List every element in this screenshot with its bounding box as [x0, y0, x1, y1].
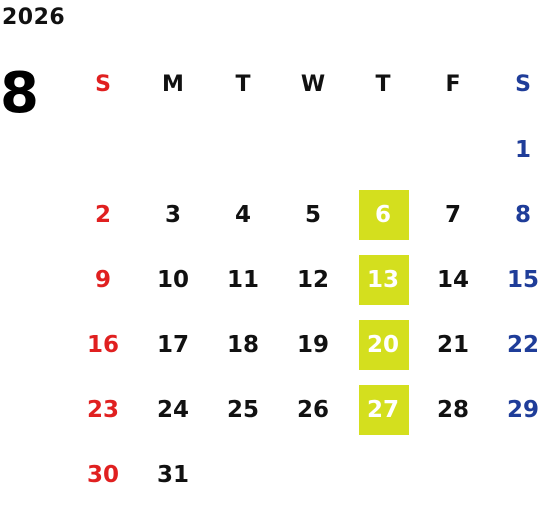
- day-cell-empty: [278, 442, 348, 507]
- day-cell[interactable]: 26: [296, 396, 329, 423]
- day-cell-empty: [208, 117, 278, 182]
- day-cell-empty: [348, 117, 418, 182]
- day-cell[interactable]: 5: [304, 201, 321, 228]
- day-cell[interactable]: 8: [514, 201, 531, 228]
- calendar-grid: S M T W T F S 1 2 3 4 5 6 7 8 9 10 11 12…: [68, 52, 548, 507]
- weekday-header-wednesday: W: [300, 72, 326, 97]
- weekday-header-saturday: S: [515, 72, 531, 97]
- weekday-header-sunday: S: [95, 72, 111, 97]
- weekday-header-monday: M: [162, 72, 184, 97]
- day-cell[interactable]: 3: [164, 201, 181, 228]
- day-cell-empty: [208, 442, 278, 507]
- day-cell-empty: [68, 117, 138, 182]
- day-cell[interactable]: 29: [506, 396, 539, 423]
- day-cell[interactable]: 15: [506, 266, 539, 293]
- month-number: 8: [0, 61, 39, 126]
- day-cell-highlighted[interactable]: 20: [348, 312, 418, 377]
- day-cell[interactable]: 11: [226, 266, 259, 293]
- weekday-header-friday: F: [445, 72, 461, 97]
- weekday-header-tuesday: T: [235, 72, 251, 97]
- day-cell-empty: [418, 442, 488, 507]
- day-cell[interactable]: 4: [234, 201, 251, 228]
- year-label: 2026: [2, 5, 66, 30]
- day-cell-empty: [488, 442, 548, 507]
- day-cell[interactable]: 7: [444, 201, 461, 228]
- day-cell[interactable]: 10: [156, 266, 189, 293]
- day-cell[interactable]: 19: [296, 331, 329, 358]
- day-cell[interactable]: 22: [506, 331, 539, 358]
- day-cell[interactable]: 1: [514, 136, 531, 163]
- day-cell[interactable]: 14: [436, 266, 469, 293]
- day-cell[interactable]: 12: [296, 266, 329, 293]
- day-cell[interactable]: 21: [436, 331, 469, 358]
- day-cell-empty: [348, 442, 418, 507]
- weekday-header-thursday: T: [375, 72, 391, 97]
- day-cell-highlighted[interactable]: 27: [348, 377, 418, 442]
- day-cell-empty: [138, 117, 208, 182]
- day-cell[interactable]: 25: [226, 396, 259, 423]
- day-cell[interactable]: 18: [226, 331, 259, 358]
- day-cell[interactable]: 2: [94, 201, 111, 228]
- day-cell[interactable]: 16: [86, 331, 119, 358]
- day-cell[interactable]: 23: [86, 396, 119, 423]
- day-cell[interactable]: 30: [86, 461, 119, 488]
- day-cell[interactable]: 17: [156, 331, 189, 358]
- day-cell-highlighted[interactable]: 6: [348, 182, 418, 247]
- day-cell[interactable]: 9: [94, 266, 111, 293]
- day-cell-empty: [278, 117, 348, 182]
- day-cell[interactable]: 31: [156, 461, 189, 488]
- day-cell-empty: [418, 117, 488, 182]
- day-cell-highlighted[interactable]: 13: [348, 247, 418, 312]
- day-cell[interactable]: 24: [156, 396, 189, 423]
- day-cell[interactable]: 28: [436, 396, 469, 423]
